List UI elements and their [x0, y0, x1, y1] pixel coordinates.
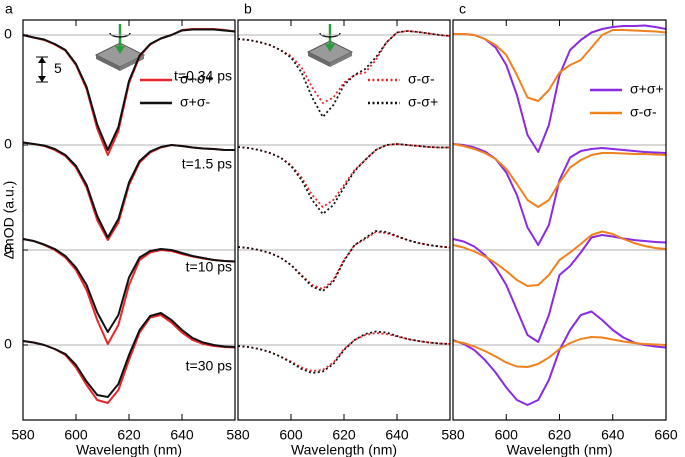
x-axis-label: Wavelength (nm) [76, 442, 182, 457]
panel-label: b [244, 1, 252, 17]
legend-label: σ-σ- [630, 104, 657, 120]
spectrum-line [452, 310, 667, 406]
x-tick-label: 580 [441, 427, 465, 443]
x-tick-label: 620 [332, 427, 356, 443]
spectrum-line [237, 330, 451, 374]
spectrum-line [452, 234, 667, 343]
spectrum-line [22, 312, 236, 398]
scale-bar-head [38, 57, 46, 63]
beam-arrow-head [115, 46, 125, 54]
spectrum-line [22, 141, 235, 239]
spectrum-line [22, 238, 236, 333]
x-tick-label: 620 [117, 427, 141, 443]
legend-label: σ+σ- [180, 94, 210, 110]
rotation-arrow [109, 32, 131, 38]
x-axis-label: Wavelength (nm) [291, 442, 397, 457]
y-tick-label: 0 [4, 136, 12, 152]
x-tick-label: 600 [64, 427, 88, 443]
delay-annotation: t=30 ps [186, 358, 232, 374]
beam-arrow-head [325, 44, 335, 52]
x-tick-label: 640 [601, 427, 625, 443]
spectrum-line [453, 29, 667, 102]
x-tick-label: 600 [495, 427, 519, 443]
delay-annotation: t=0.34 ps [174, 68, 232, 84]
scale-bar-label: 5 [54, 60, 62, 76]
spectrum-line [237, 143, 450, 215]
legend-label: σ+σ+ [180, 71, 214, 87]
sample-icon-side [96, 55, 120, 71]
x-tick-label: 600 [279, 427, 303, 443]
y-tick-label: 0 [4, 241, 12, 257]
legend-label: σ-σ+ [408, 94, 438, 110]
spectrum-line [452, 143, 667, 208]
rotation-arrow [319, 32, 341, 38]
sample-icon-side [330, 52, 352, 67]
spectrum-line [237, 230, 451, 292]
spectrum-line [237, 30, 451, 118]
spectrum-line [452, 336, 667, 368]
x-tick-label: 580 [11, 427, 35, 443]
x-tick-label: 620 [548, 427, 572, 443]
y-axis-label: ΔmOD (a.u.) [1, 181, 17, 260]
x-tick-label: 660 [654, 427, 678, 443]
spectrum-line [452, 143, 667, 246]
scale-bar-head [38, 76, 46, 82]
sample-icon-side [308, 52, 330, 67]
spectrum-line [22, 28, 236, 151]
spectrum-line [22, 238, 236, 345]
legend-label: σ+σ+ [630, 81, 664, 97]
x-axis-label: Wavelength (nm) [506, 442, 612, 457]
panel-label: a [5, 1, 13, 17]
y-tick-label: 0 [4, 336, 12, 352]
inset-b [306, 24, 354, 67]
legend-label: σ-σ- [408, 71, 435, 87]
y-tick-label: 0 [4, 26, 12, 42]
spectrum-line [237, 30, 451, 104]
spectrum-line [452, 230, 667, 287]
panel-label: c [459, 1, 466, 17]
x-tick-label: 640 [385, 427, 409, 443]
delay-annotation: t=10 ps [186, 259, 232, 275]
delay-annotation: t=1.5 ps [182, 156, 232, 172]
x-tick-label: 580 [226, 427, 250, 443]
x-tick-label: 640 [170, 427, 194, 443]
